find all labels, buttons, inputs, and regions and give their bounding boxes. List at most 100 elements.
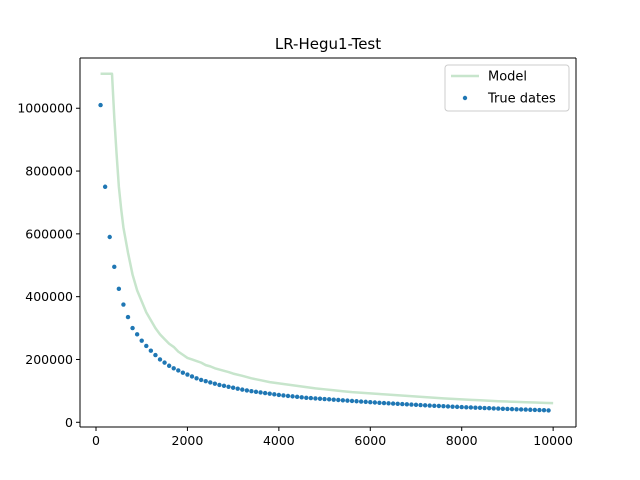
true-dates-point (189, 374, 195, 379)
true-dates-point (532, 407, 538, 413)
true-dates-point (482, 405, 487, 411)
true-dates-point (262, 390, 268, 396)
true-dates-point (290, 394, 295, 399)
true-dates-point (304, 395, 309, 400)
true-dates-point (230, 385, 236, 390)
true-dates-point (386, 401, 391, 406)
true-dates-point (198, 377, 204, 383)
legend-true-dates-label: True dates (487, 92, 556, 107)
true-dates-point (235, 386, 240, 391)
true-dates-point (509, 406, 515, 412)
true-dates-point (258, 390, 263, 395)
true-dates-point (541, 408, 547, 413)
true-dates-point (249, 389, 254, 394)
model-series-line (100, 72, 554, 405)
true-dates-point (157, 357, 163, 362)
true-dates-point (253, 389, 259, 395)
legend-true-dates-swatch (462, 95, 468, 101)
true-dates-point (464, 405, 469, 410)
true-dates-point (537, 407, 542, 413)
true-dates-point (102, 184, 108, 189)
y-tick-label: 0 (65, 415, 73, 430)
true-dates-point (354, 399, 359, 404)
true-dates-point (358, 399, 364, 404)
true-dates-point (326, 397, 332, 402)
plot-area (98, 72, 554, 413)
true-dates-point (372, 400, 378, 405)
true-dates-point (221, 383, 227, 389)
y-tick-label: 800000 (25, 164, 73, 179)
y-tick-label: 1000000 (17, 101, 73, 116)
true-dates-point (322, 396, 327, 402)
true-dates-point (500, 406, 506, 411)
true-dates-point (272, 392, 277, 397)
true-dates-point (153, 352, 158, 358)
true-dates-point (121, 302, 126, 307)
true-dates-point (116, 286, 122, 292)
true-dates-point (166, 363, 172, 368)
true-dates-point (404, 402, 410, 407)
true-dates-point (505, 406, 510, 412)
true-dates-point (390, 401, 396, 406)
true-dates-point (171, 366, 176, 371)
y-tick-label: 400000 (25, 289, 73, 304)
true-dates-point (427, 403, 432, 408)
true-dates-point (176, 368, 181, 373)
true-dates-point (518, 407, 524, 412)
true-dates-point (294, 394, 300, 400)
true-dates-point (276, 392, 282, 398)
legend: Model True dates (444, 64, 570, 112)
true-dates-point (144, 343, 149, 349)
x-tick-label: 0 (92, 433, 100, 448)
true-dates-point (313, 396, 318, 401)
true-dates-point (477, 405, 483, 411)
true-dates-point (336, 397, 341, 403)
true-dates-point (395, 401, 400, 407)
chart-title: LR-Hegu1-Test (275, 35, 381, 53)
x-tick-label: 2000 (172, 433, 204, 448)
true-dates-point (139, 338, 144, 343)
true-dates-point (217, 382, 222, 388)
true-dates-point (523, 407, 528, 412)
true-dates-point (180, 370, 186, 375)
true-dates-point (130, 325, 135, 331)
true-dates-series (98, 102, 551, 413)
true-dates-point (368, 399, 373, 405)
true-dates-point (285, 393, 291, 399)
true-dates-point (240, 387, 245, 392)
true-dates-point (496, 406, 501, 411)
axes: 0 2000 4000 6000 8000 10000 0 200000 400000 60000… (17, 57, 577, 448)
x-tick-label: 6000 (354, 433, 386, 448)
true-dates-point (349, 398, 355, 404)
y-tick-label: 200000 (25, 352, 73, 367)
true-dates-point (418, 402, 423, 408)
true-dates-point (409, 402, 414, 407)
true-dates-point (459, 404, 464, 410)
true-dates-point (491, 406, 496, 411)
true-dates-point (203, 378, 208, 384)
true-dates-point (317, 396, 323, 401)
true-dates-point (436, 403, 442, 409)
true-dates-point (185, 372, 190, 377)
x-tick-label: 10000 (533, 433, 573, 448)
legend-model-label: Model (488, 70, 527, 85)
x-tick-label: 4000 (263, 433, 295, 448)
true-dates-point (148, 348, 154, 353)
true-dates-point (468, 405, 474, 410)
true-dates-point (450, 404, 455, 409)
y-tick-label: 600000 (25, 226, 73, 241)
true-dates-point (107, 234, 112, 240)
true-dates-point (377, 400, 382, 406)
true-dates-point (331, 397, 336, 402)
true-dates-point (340, 398, 346, 403)
true-dates-point (400, 401, 405, 407)
true-dates-point (162, 360, 167, 365)
true-dates-point (244, 388, 250, 393)
true-dates-point (194, 376, 199, 381)
true-dates-point (112, 264, 117, 270)
true-dates-point (422, 403, 428, 408)
true-dates-point (98, 102, 103, 108)
true-dates-point (208, 380, 213, 385)
true-dates-point (381, 400, 387, 406)
